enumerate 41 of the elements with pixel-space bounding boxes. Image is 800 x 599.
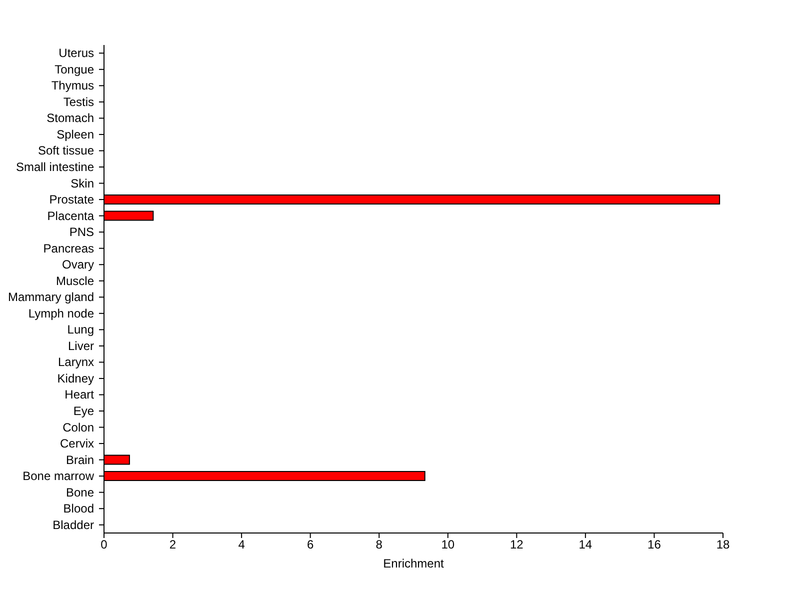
y-tick-label: Lymph node: [28, 306, 94, 320]
y-tick-label: Pancreas: [43, 241, 94, 256]
y-tick-label: Kidney: [57, 371, 94, 386]
y-tick-label: Bone marrow: [22, 469, 94, 484]
y-tick-label: Muscle: [56, 274, 94, 288]
x-axis-title: Enrichment: [383, 556, 445, 571]
x-tick-label: 12: [510, 538, 524, 552]
y-tick-label: Uterus: [58, 46, 94, 60]
y-tick-label: Eye: [73, 404, 94, 418]
y-tick-label: Thymus: [51, 78, 94, 93]
x-tick-label: 16: [648, 538, 662, 552]
x-tick-label: 4: [238, 538, 246, 552]
y-tick-label: Stomach: [46, 111, 94, 126]
y-tick-label: Small intestine: [16, 160, 94, 174]
x-tick-label: 0: [100, 538, 108, 552]
y-tick-label: Mammary gland: [8, 290, 94, 304]
y-tick-label: Placenta: [47, 208, 94, 223]
y-tick-label: Cervix: [60, 436, 94, 451]
y-tick-label: Bone: [66, 485, 94, 500]
y-tick-label: Heart: [64, 388, 95, 402]
y-tick-label: Bladder: [52, 518, 94, 532]
y-tick-label: Brain: [66, 452, 94, 467]
x-tick-label: 6: [306, 538, 314, 552]
x-tick-label: 10: [441, 538, 455, 552]
y-tick-label: Blood: [63, 502, 94, 516]
y-tick-label: Ovary: [62, 258, 94, 272]
y-tick-label: Spleen: [56, 127, 94, 142]
y-tick-label: Skin: [70, 176, 94, 190]
x-tick-label: 8: [376, 538, 383, 552]
y-tick-label: Lung: [67, 322, 94, 337]
y-tick-label: Testis: [63, 94, 94, 109]
y-tick-label: Tongue: [54, 62, 94, 76]
y-tick-label: Soft tissue: [38, 144, 94, 158]
x-tick-label: 14: [578, 538, 592, 552]
y-tick-label: Larynx: [58, 355, 94, 370]
x-tick-label: 18: [716, 538, 730, 552]
x-tick-label: 2: [169, 538, 176, 552]
y-tick-label: Liver: [68, 338, 94, 353]
y-tick-label: Prostate: [49, 192, 94, 207]
y-tick-label: PNS: [69, 225, 94, 240]
y-tick-label: Colon: [62, 420, 94, 434]
